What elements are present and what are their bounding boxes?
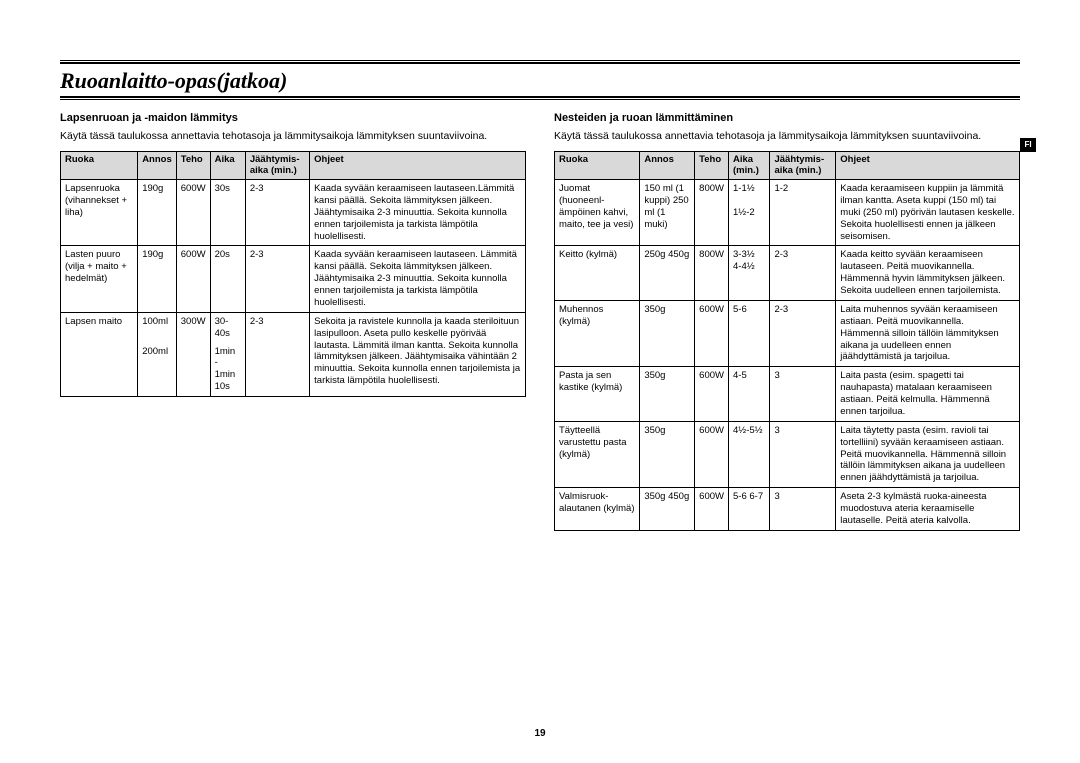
cell: Laita täytetty pasta (esim. ravioli tai …: [836, 421, 1020, 487]
cell: Kaada syvään keraamiseen lautaseen. Lämm…: [310, 246, 526, 312]
cell: 4-5: [729, 367, 770, 422]
cell: Juomat (huoneenl-ämpöinen kahvi, maito, …: [555, 180, 640, 246]
left-heading: Lapsenruoan ja -maidon lämmitys: [60, 112, 526, 124]
th-teho: Teho: [176, 152, 210, 180]
cell: Keitto (kylmä): [555, 246, 640, 301]
cell: 30-40s: [210, 312, 245, 342]
table-row: Pasta ja sen kastike (kylmä) 350g 600W 4…: [555, 367, 1020, 422]
cell: Kaada keitto syvään keraamiseen lautasee…: [836, 246, 1020, 301]
cell: 2-3: [770, 246, 836, 301]
cell: 4½-5½: [729, 421, 770, 487]
cell: 600W: [176, 180, 210, 246]
cell: Muhennos (kylmä): [555, 300, 640, 366]
cell: Lapsen maito: [61, 312, 138, 342]
cell: 600W: [695, 421, 729, 487]
cell: 20s: [210, 246, 245, 312]
th-teho: Teho: [695, 152, 729, 180]
cell: Kaada syvään keraamiseen lautaseen.Lämmi…: [310, 180, 526, 246]
cell: 2-3: [245, 246, 309, 312]
cell: 100ml: [138, 312, 177, 342]
table-row: Täytteellä varustettu pasta (kylmä) 350g…: [555, 421, 1020, 487]
table-row: Lasten puuro (vilja + maito + hedelmät) …: [61, 246, 526, 312]
cell: 190g: [138, 180, 177, 246]
cell: [245, 343, 309, 397]
cell: Täytteellä varustettu pasta (kylmä): [555, 421, 640, 487]
cell: 5-6: [729, 300, 770, 366]
right-table: Ruoka Annos Teho Aika (min.) Jäähtymis-a…: [554, 151, 1020, 531]
cell: 800W: [695, 180, 729, 246]
th-annos: Annos: [640, 152, 695, 180]
cell: 600W: [176, 246, 210, 312]
table-row: Lapsenruoka (vihannekset + liha) 190g 60…: [61, 180, 526, 246]
cell: 300W: [176, 312, 210, 342]
th-ohjeet: Ohjeet: [310, 152, 526, 180]
cell: 350g: [640, 421, 695, 487]
cell: 3: [770, 421, 836, 487]
right-intro: Käytä tässä taulukossa annettavia tehota…: [554, 130, 1020, 143]
th-aika: Aika: [210, 152, 245, 180]
right-heading: Nesteiden ja ruoan lämmittäminen: [554, 112, 1020, 124]
cell: 3: [770, 488, 836, 531]
th-aika: Aika (min.): [729, 152, 770, 180]
table-row: Lapsen maito 100ml 300W 30-40s 2-3 Sekoi…: [61, 312, 526, 342]
page-title: Ruoanlaitto-opas(jatkoa): [60, 68, 1020, 94]
th-ohjeet: Ohjeet: [836, 152, 1020, 180]
table-row: Valmisruok-alautanen (kylmä) 350g 450g 6…: [555, 488, 1020, 531]
cell: 2-3: [245, 180, 309, 246]
th-annos: Annos: [138, 152, 177, 180]
cell: 600W: [695, 300, 729, 366]
table-row: Keitto (kylmä) 250g 450g 800W 3-3½ 4-4½ …: [555, 246, 1020, 301]
cell: 190g: [138, 246, 177, 312]
cell: Aseta 2-3 kylmästä ruoka-aineesta muodos…: [836, 488, 1020, 531]
cell: 3: [770, 367, 836, 422]
cell: 250g 450g: [640, 246, 695, 301]
cell: 3-3½ 4-4½: [729, 246, 770, 301]
lang-tab: FI: [1020, 138, 1036, 152]
right-column: Nesteiden ja ruoan lämmittäminen Käytä t…: [554, 112, 1020, 531]
cell: 2-3: [245, 312, 309, 342]
cell: 600W: [695, 367, 729, 422]
left-intro: Käytä tässä taulukossa annettavia tehota…: [60, 130, 526, 143]
th-ruoka: Ruoka: [61, 152, 138, 180]
table-row: Juomat (huoneenl-ämpöinen kahvi, maito, …: [555, 180, 1020, 246]
cell: 1-1½ 1½-2: [729, 180, 770, 246]
page-number: 19: [0, 728, 1080, 739]
left-table: Ruoka Annos Teho Aika Jäähtymis-aika (mi…: [60, 151, 526, 397]
cell: 30s: [210, 180, 245, 246]
cell: 350g: [640, 300, 695, 366]
cell: Laita pasta (esim. spagetti tai nauhapas…: [836, 367, 1020, 422]
cell: [176, 343, 210, 397]
th-jaah: Jäähtymis-aika (min.): [770, 152, 836, 180]
rule-bottom: [60, 96, 1020, 100]
table-row: Muhennos (kylmä) 350g 600W 5-6 2-3 Laita…: [555, 300, 1020, 366]
cell: 600W: [695, 488, 729, 531]
content-columns: Lapsenruoan ja -maidon lämmitys Käytä tä…: [60, 112, 1020, 531]
cell: [61, 343, 138, 397]
cell: 150 ml (1 kuppi) 250 ml (1 muki): [640, 180, 695, 246]
cell: Pasta ja sen kastike (kylmä): [555, 367, 640, 422]
cell: Kaada keraamiseen kuppiin ja lämmitä ilm…: [836, 180, 1020, 246]
cell: Sekoita ja ravistele kunnolla ja kaada s…: [310, 312, 526, 396]
rule-top: [60, 60, 1020, 64]
cell: 1-2: [770, 180, 836, 246]
cell: Lapsenruoka (vihannekset + liha): [61, 180, 138, 246]
cell: 350g: [640, 367, 695, 422]
cell: 200ml: [138, 343, 177, 397]
cell: Valmisruok-alautanen (kylmä): [555, 488, 640, 531]
cell: Lasten puuro (vilja + maito + hedelmät): [61, 246, 138, 312]
th-ruoka: Ruoka: [555, 152, 640, 180]
cell: 800W: [695, 246, 729, 301]
cell: Laita muhennos syvään keraamiseen astiaa…: [836, 300, 1020, 366]
cell: 1min - 1min 10s: [210, 343, 245, 397]
left-column: Lapsenruoan ja -maidon lämmitys Käytä tä…: [60, 112, 526, 531]
cell: 2-3: [770, 300, 836, 366]
cell: 5-6 6-7: [729, 488, 770, 531]
cell: 350g 450g: [640, 488, 695, 531]
th-jaah: Jäähtymis-aika (min.): [245, 152, 309, 180]
